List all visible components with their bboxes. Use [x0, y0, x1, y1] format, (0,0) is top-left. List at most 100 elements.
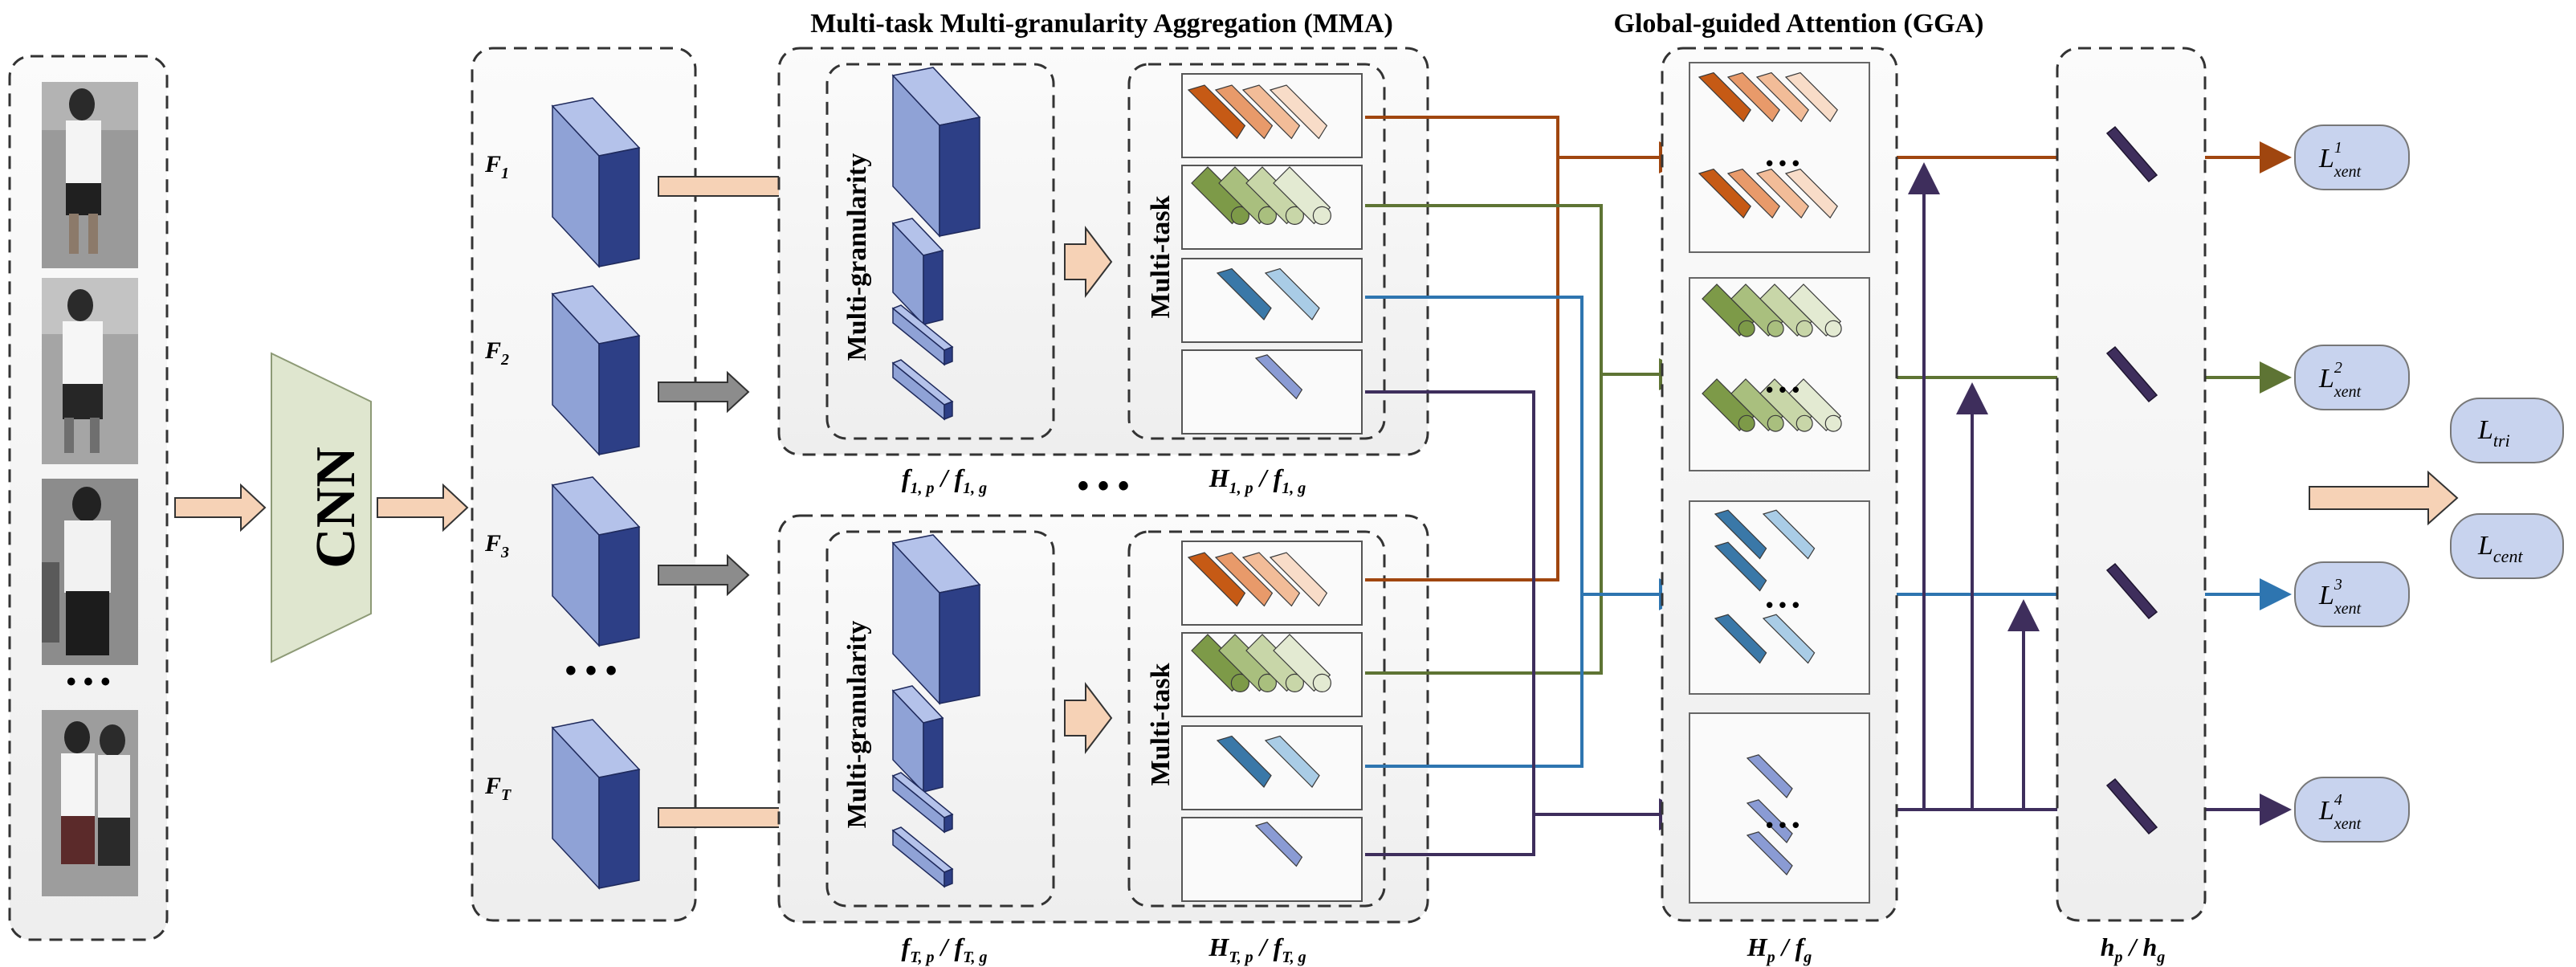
gga-green-rod-2-4: [1788, 378, 1842, 432]
person-image-1: [42, 82, 138, 268]
granularity-cube-small-b-top: [891, 359, 954, 421]
caption-g2: hp / hg: [2101, 932, 2165, 966]
final-loss-node-1: Ltri: [2450, 398, 2564, 463]
pooled-vector-4: [2105, 777, 2158, 835]
task-blue-pencil-2-top: [1264, 267, 1320, 320]
task-green-rod-4-bottom: [1273, 634, 1332, 693]
final-loss-nodes: Ltri Lcent: [2450, 398, 2564, 579]
granularity-cube-small-b-bottom: [891, 826, 954, 888]
mma-granularity-cubes: [891, 67, 981, 888]
mma-title: Multi-task Multi-granularity Aggregation…: [810, 9, 1393, 39]
feature-cube-f1: [551, 97, 641, 268]
pooled-panel: [2056, 47, 2207, 922]
granularity-cube-small-a-top: [891, 304, 954, 366]
gga-ellipsis-2: • • •: [1766, 377, 1800, 402]
granularity-cube-large-top: [891, 67, 981, 238]
loss-node-1: L1 xent: [2294, 124, 2410, 190]
gga-purple-bar-2: [1746, 799, 1793, 843]
gga-blue-pencil-3: [1714, 541, 1767, 592]
feature-cube-f3: [551, 476, 641, 647]
arrow-f3-gray: [658, 553, 750, 597]
pooled-bars: [2105, 125, 2158, 835]
task-orange-pencil-3-bottom: [1241, 552, 1301, 607]
loss-label-3: L3 xent: [2318, 576, 2362, 618]
granularity-cube-large-bottom: [891, 534, 981, 705]
gga-green-rod-2-3: [1759, 378, 1813, 432]
gga-blue-pencil-1: [1714, 509, 1767, 560]
arrow-to-final-losses: [2309, 470, 2459, 526]
granularity-cube-small-a-bottom: [891, 772, 954, 834]
feature-label-f1: F1: [484, 151, 509, 182]
task-green-rod-2-bottom: [1218, 634, 1278, 693]
gga-blue-pencil-5: [1762, 614, 1816, 664]
gga-orange-pencil-1-4: [1784, 71, 1838, 123]
gga-orange-pencil-1-1: [1698, 71, 1751, 123]
feature-label-ft: FT: [484, 773, 512, 804]
arrow-granularity-to-task-bottom: [1064, 682, 1113, 754]
task-purple-bar-top: [1254, 354, 1303, 400]
green-line-mma: [1365, 204, 1603, 675]
feature-label-f3: F3: [484, 530, 509, 561]
gga-ellipsis-1: • • •: [1766, 151, 1800, 175]
pooled-vector-2: [2105, 345, 2158, 403]
task-purple-bar-bottom: [1254, 822, 1303, 867]
multi-task-label-bottom: Multi-task: [1146, 663, 1176, 785]
arrow-f2-gray: [658, 370, 750, 414]
gga-orange-pencil-2-4: [1784, 168, 1838, 219]
caption-g1: Hp / fg: [1747, 932, 1812, 966]
gga-ellipsis-4: • • •: [1766, 813, 1800, 837]
caption-b2: HT, p / fT, g: [1208, 932, 1306, 966]
cnn-label: CNN: [305, 447, 367, 569]
pooled-vector-3: [2105, 562, 2158, 620]
multi-granularity-label-bottom: Multi-granularity: [842, 621, 872, 829]
loss-label-1: L1 xent: [2318, 139, 2362, 181]
loss-label-4: L4 xent: [2318, 791, 2362, 833]
gga-orange-pencil-2-3: [1755, 168, 1809, 219]
pooled-vector-1: [2105, 125, 2158, 183]
arrow-cnn-to-features: [377, 483, 469, 532]
features-ellipsis: • • •: [565, 653, 617, 688]
gga-orange-pencil-1-3: [1755, 71, 1809, 123]
gga-ellipsis-3: • • •: [1766, 593, 1800, 617]
loss-label-2: L2 xent: [2318, 359, 2362, 401]
granularity-cube-medium-bottom: [891, 685, 944, 794]
feature-cube-ft: [551, 719, 641, 890]
task-blue-pencil-2-bottom: [1264, 735, 1320, 788]
task-boxes: [1181, 73, 1363, 902]
feature-cube-f2: [551, 285, 641, 456]
gga-contents: • • • • • • • • • • • •: [1698, 71, 1842, 875]
arrow-granularity-to-task-top: [1064, 226, 1113, 298]
feature-cubes: [551, 97, 641, 890]
task-orange-pencil-2-bottom: [1214, 552, 1274, 607]
task-orange-pencil-4-top: [1269, 84, 1328, 140]
input-images-panel: • • •: [8, 55, 169, 941]
final-loss-node-2: Lcent: [2450, 513, 2564, 579]
task-orange-pencil-3-top: [1241, 84, 1301, 140]
gga-blue-pencil-2: [1762, 509, 1816, 560]
caption-t1: f1, p / f1, g: [902, 463, 987, 497]
gga-title: Global-guided Attention (GGA): [1614, 9, 1984, 39]
images-ellipsis: • • •: [67, 667, 111, 697]
gga-purple-bar-1: [1746, 754, 1793, 798]
loss-node-3: L3 xent: [2294, 561, 2410, 627]
task-orange-pencil-2-top: [1214, 84, 1274, 140]
gga-orange-pencil-2-2: [1726, 168, 1780, 219]
granularity-cube-medium-top: [891, 218, 944, 326]
gga-orange-pencil-1-2: [1726, 71, 1780, 123]
feature-label-f2: F2: [484, 337, 509, 369]
loss-node-4: L4 xent: [2294, 777, 2410, 843]
gga-green-rod-1-4: [1788, 284, 1842, 337]
captions: f1, p / f1, g H1, p / f1, g fT, p / fT, g H…: [902, 463, 2166, 966]
task-blue-pencil-1-top: [1216, 267, 1272, 320]
caption-t2: H1, p / f1, g: [1209, 463, 1306, 497]
loss-nodes: L1 xent L2 xent L3 xent L4 xent: [2294, 124, 2410, 843]
multi-task-label-top: Multi-task: [1146, 195, 1176, 318]
cnn-backbone: CNN: [271, 352, 372, 663]
loss-node-2: L2 xent: [2294, 345, 2410, 410]
task-orange-pencil-4-bottom: [1269, 552, 1328, 607]
person-image-3: [42, 479, 138, 665]
person-image-4: [42, 710, 138, 896]
person-image-2: [42, 278, 138, 464]
